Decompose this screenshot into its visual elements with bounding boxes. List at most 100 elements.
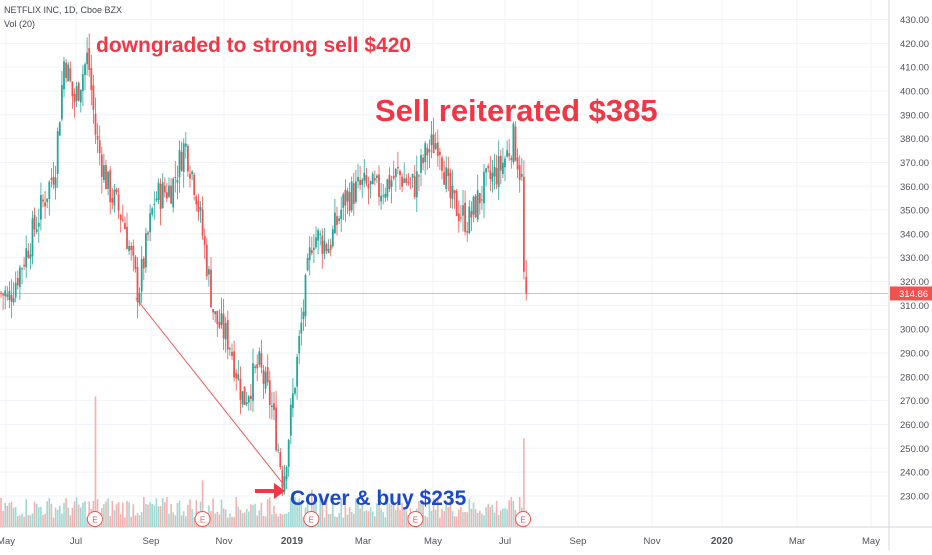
volume-bar [109,515,111,527]
candle-body [321,235,324,254]
volume-bar [363,511,366,527]
price-tick-label: 280.00 [900,372,929,383]
volume-bar [468,498,471,527]
candle-body [145,233,147,268]
candle-body [73,93,76,103]
volume-bar [487,503,489,527]
volume-bar [508,500,510,527]
volume-bar [258,510,261,527]
candle-body [487,165,490,169]
volume-bar [470,508,473,527]
candle-body [296,356,298,387]
volume-bar [264,516,267,527]
volume-bar [283,513,286,527]
candle-body [241,391,244,405]
candle-body [12,298,15,303]
candle-body [31,218,34,257]
candle-body [264,371,267,389]
candle-body [197,201,200,213]
earnings-marker [194,511,211,527]
candle-body [222,314,225,339]
candle-body [216,310,219,324]
volume-bar [174,515,177,527]
candle-body [273,403,275,411]
last-price-tag [890,286,932,301]
price-tick-label: 410.00 [900,63,929,74]
candle-body [281,470,284,488]
candle-body [397,166,399,169]
candle-body [56,131,59,174]
candle-body [40,195,42,220]
candle-body [214,311,217,315]
candle-body [346,190,349,202]
candle-body [195,196,198,205]
volume-bar [262,515,265,527]
candle-body [58,122,61,136]
volume-bar [227,517,229,527]
volume-bar [75,497,78,527]
candle-body [340,209,343,220]
candle-body [266,367,269,383]
price-tick-label: 250.00 [900,444,929,455]
volume-bar [86,517,88,527]
volume-bar [168,513,170,527]
volume-bar [302,517,305,527]
volume-bar [388,503,391,527]
earnings-marker-label: E [92,516,97,525]
candle-body [212,309,214,313]
candle-body [283,476,286,492]
candle-body [382,195,385,197]
candle-body [350,181,353,211]
candle-body [142,258,145,269]
earnings-marker-label: E [413,516,418,525]
candle-body [367,184,370,189]
candle-body [44,202,46,207]
candle-body [460,217,462,219]
volume-bar [46,501,48,527]
candle-body [268,380,271,406]
candle-body [428,148,431,153]
volume-bar [485,507,487,527]
earnings-marker-label: E [200,516,205,525]
candle-body [378,174,380,198]
volume-bar [510,496,513,527]
candle-body [390,180,393,187]
candle-body [502,162,504,174]
earnings-marker [515,511,532,527]
candle-body [451,185,454,199]
candle-body [21,268,23,270]
volume-bar [50,503,53,527]
candle-body [355,181,357,202]
volume-bar [40,506,42,527]
candle-body [342,194,345,208]
volume-bar [178,500,181,527]
volume-bar [105,501,107,527]
volume-bar [80,507,82,527]
candle-body [376,175,378,178]
volume-bar [145,503,147,527]
time-tick-label: May [0,536,15,547]
candle-body [4,290,7,297]
price-tick-label: 430.00 [900,15,929,26]
candle-body [75,86,78,101]
candle-body [10,295,13,302]
candle-body [432,134,435,153]
candle-body [302,311,305,320]
candle-body [172,178,175,208]
volume-bar [386,500,389,527]
volume-bar [111,500,114,527]
volume-bar [222,508,225,527]
candle-body [113,189,116,206]
candle-body [523,176,525,272]
volume-bar [497,514,500,527]
candle-body [48,181,51,200]
volume-bar [27,514,30,527]
candle-body [457,213,460,222]
price-tick-label: 320.00 [900,277,929,288]
volume-bar [23,516,25,527]
candle-body [420,155,422,173]
volume-bar [6,505,9,527]
volume-bar [334,516,336,527]
